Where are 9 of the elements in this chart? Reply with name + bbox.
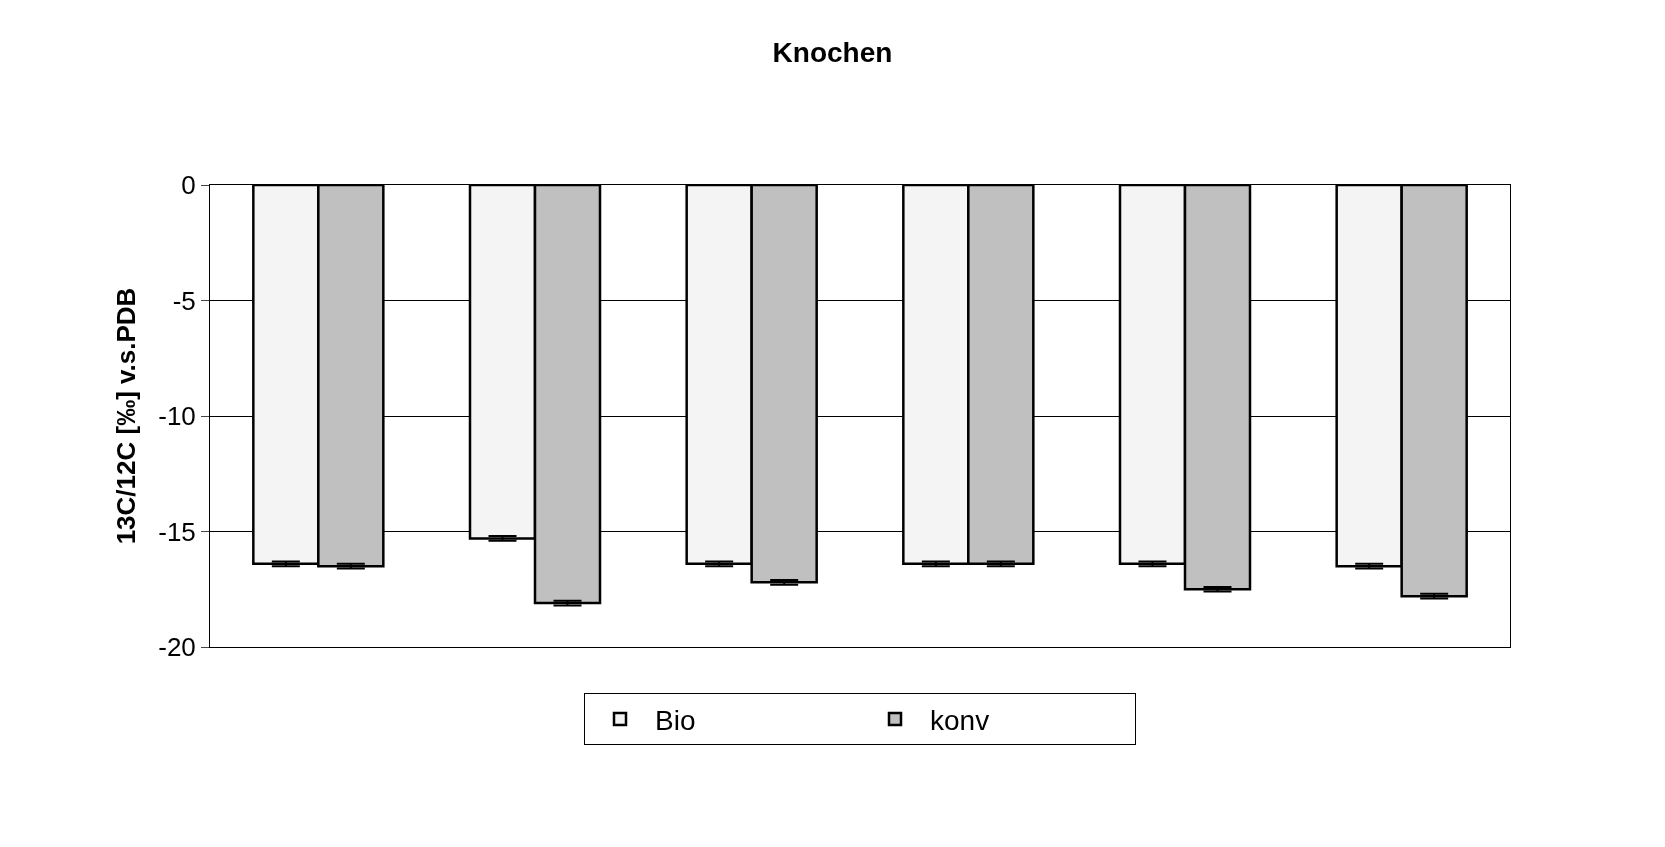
y-tick-label: -10	[158, 401, 196, 432]
legend-label: Bio	[655, 704, 696, 736]
chart-title: Knochen	[772, 36, 893, 68]
y-tick-label: -15	[158, 516, 196, 547]
y-tick-label: -5	[172, 285, 196, 316]
y-tick-label: -20	[158, 632, 196, 663]
y-axis-title: 13C/12C [‰] v.s.PDB	[110, 287, 141, 545]
y-tick-label: 0	[181, 170, 196, 201]
legend-label: konv	[930, 704, 990, 736]
